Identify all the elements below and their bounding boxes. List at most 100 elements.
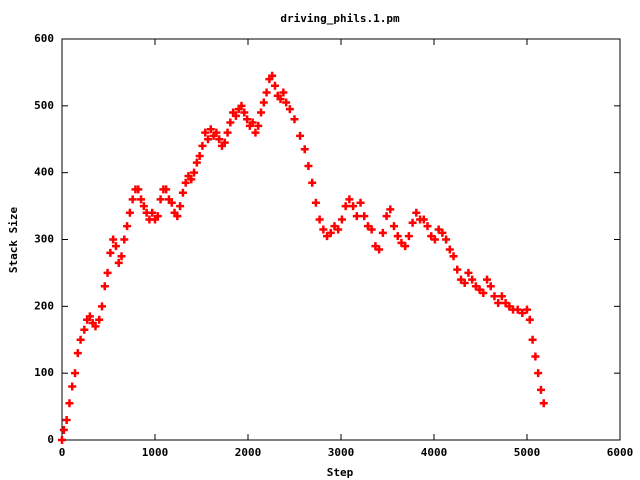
point: [419, 215, 428, 224]
point: [438, 228, 447, 237]
y-tick-label: 400: [34, 166, 54, 179]
point: [468, 275, 477, 284]
y-tick-label: 0: [47, 433, 54, 446]
point: [262, 88, 271, 97]
point: [226, 118, 235, 127]
point: [453, 265, 462, 274]
point: [534, 369, 543, 378]
point: [240, 108, 249, 117]
point: [181, 178, 190, 187]
point: [270, 81, 279, 90]
point: [73, 349, 82, 358]
point: [120, 235, 129, 244]
point: [109, 235, 118, 244]
point: [412, 208, 421, 217]
point: [315, 215, 324, 224]
point: [523, 305, 531, 314]
point: [95, 315, 104, 324]
point: [518, 309, 527, 318]
point: [375, 245, 384, 254]
point: [254, 121, 263, 130]
point: [237, 101, 246, 110]
point: [212, 128, 221, 137]
point: [123, 222, 132, 231]
plot-frame: [61, 38, 621, 441]
point: [68, 382, 77, 391]
x-axis-label: Step: [327, 466, 354, 479]
point: [513, 305, 522, 314]
point: [404, 232, 413, 241]
point: [296, 131, 305, 140]
point: [201, 128, 210, 137]
point: [367, 225, 376, 234]
point: [156, 195, 165, 204]
point: [334, 225, 343, 234]
x-tick-label: 2000: [235, 446, 262, 459]
point: [231, 111, 240, 120]
point: [76, 335, 85, 344]
point: [153, 212, 162, 221]
point: [382, 212, 391, 221]
x-tick-label: 1000: [142, 446, 169, 459]
y-tick-label: 300: [34, 233, 54, 246]
point: [479, 288, 488, 297]
y-tick-label: 500: [34, 99, 54, 112]
chart-title: driving_phils.1.pm: [280, 12, 400, 25]
point: [311, 198, 320, 207]
point: [378, 228, 387, 237]
point: [525, 315, 534, 324]
point: [393, 232, 402, 241]
point: [445, 245, 454, 254]
point: [449, 252, 458, 261]
point: [460, 278, 469, 287]
point: [167, 198, 176, 207]
y-tick-label: 600: [34, 32, 54, 45]
point: [268, 71, 277, 80]
point: [128, 195, 137, 204]
point: [282, 98, 291, 107]
point: [464, 268, 473, 277]
point: [326, 228, 335, 237]
point: [536, 385, 545, 394]
point: [125, 208, 134, 217]
point: [114, 258, 123, 267]
point: [117, 252, 126, 261]
point: [442, 235, 451, 244]
point: [176, 202, 185, 211]
point: [528, 335, 537, 344]
point: [215, 135, 224, 144]
point: [494, 298, 503, 307]
x-tick-label: 4000: [421, 446, 448, 459]
point: [248, 118, 257, 127]
point: [349, 202, 358, 211]
point: [276, 95, 285, 104]
point: [178, 188, 187, 197]
point: [408, 218, 417, 227]
point: [173, 212, 182, 221]
point: [531, 352, 540, 361]
point: [187, 175, 196, 184]
point: [257, 108, 266, 117]
point: [486, 282, 495, 291]
point: [65, 399, 74, 408]
point: [490, 292, 499, 301]
point: [483, 275, 492, 284]
point: [356, 198, 365, 207]
point: [290, 115, 299, 124]
point: [300, 145, 309, 154]
point: [390, 222, 399, 231]
point: [386, 205, 395, 214]
point: [198, 141, 207, 150]
point: [223, 128, 232, 137]
point: [62, 415, 71, 424]
x-tick-label: 6000: [607, 446, 634, 459]
point: [195, 151, 204, 160]
point: [401, 242, 410, 251]
point: [204, 135, 213, 144]
point: [360, 212, 369, 221]
point: [206, 125, 215, 134]
point: [497, 292, 506, 301]
point: [285, 105, 294, 114]
